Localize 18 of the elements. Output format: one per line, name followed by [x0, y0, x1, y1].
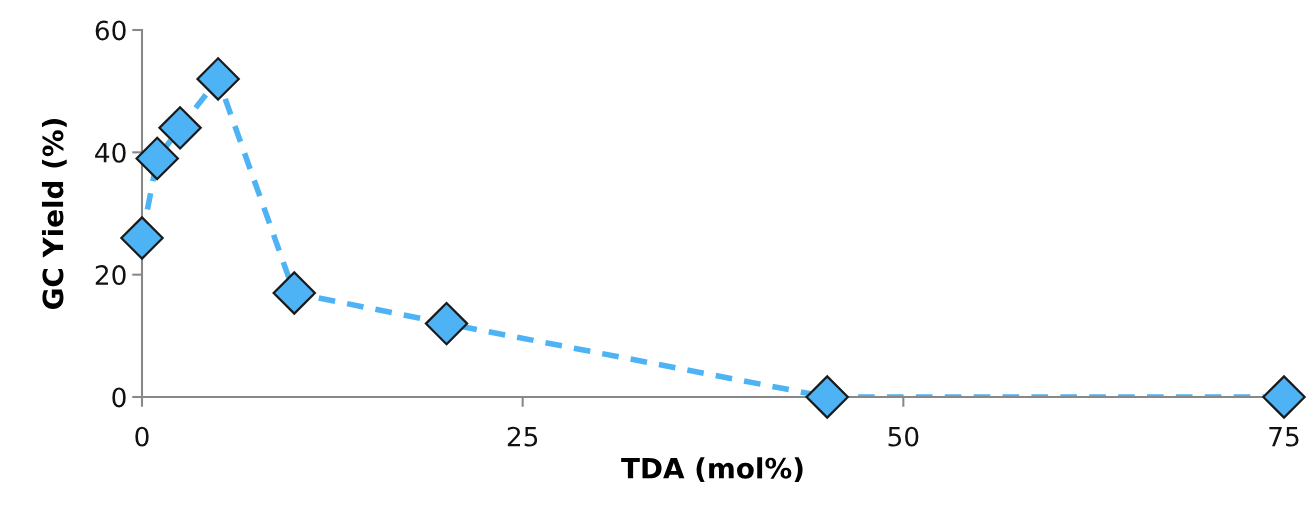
- point: [805, 375, 849, 419]
- x-axis-title: TDA (mol%): [621, 457, 803, 483]
- y-axis-title: GC Yield (%): [41, 119, 67, 309]
- point: [424, 301, 469, 346]
- point: [196, 57, 240, 101]
- point: [272, 271, 316, 315]
- point: [1262, 375, 1306, 419]
- y-tick-label: 40: [95, 142, 126, 163]
- y-tick-label: 20: [95, 265, 126, 286]
- y-tick-label: 0: [112, 387, 126, 408]
- point: [135, 136, 179, 181]
- x-tick-label: 75: [1269, 426, 1299, 447]
- x-tick-label: 50: [888, 426, 919, 447]
- y-tick-label: 60: [95, 20, 126, 41]
- point: [158, 106, 202, 150]
- x-tick-label: 25: [507, 426, 538, 447]
- point: [120, 216, 164, 260]
- x-tick-label: 0: [135, 426, 149, 447]
